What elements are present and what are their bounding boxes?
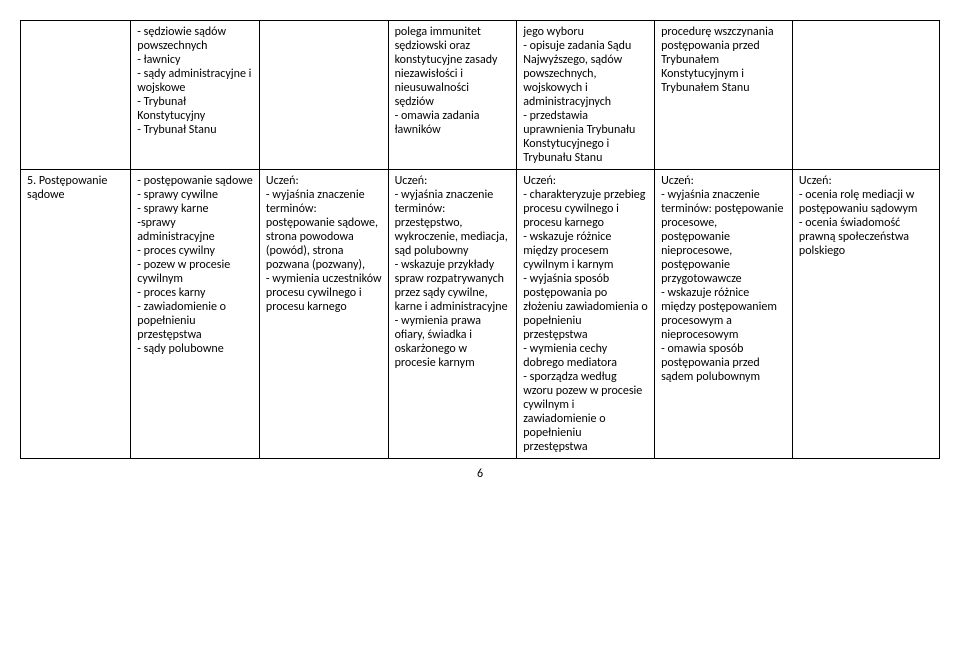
cell: - postępowanie sądowe - sprawy cywilne -… — [131, 170, 260, 459]
content-table: - sędziowie sądów powszechnych - ławnicy… — [20, 20, 940, 459]
cell — [21, 21, 131, 170]
page-number: 6 — [20, 467, 940, 481]
cell: Uczeń: - wyjaśnia znaczenie terminów: po… — [259, 170, 388, 459]
cell: jego wyboru - opisuje zadania Sądu Najwy… — [517, 21, 655, 170]
cell: Uczeń: - wyjaśnia znaczenie terminów: pr… — [388, 170, 517, 459]
table-row: - sędziowie sądów powszechnych - ławnicy… — [21, 21, 940, 170]
cell: - sędziowie sądów powszechnych - ławnicy… — [131, 21, 260, 170]
cell: procedurę wszczynania postępowania przed… — [655, 21, 793, 170]
cell: Uczeń: - charakteryzuje przebieg procesu… — [517, 170, 655, 459]
cell — [259, 21, 388, 170]
cell: 5. Postępowanie sądowe — [21, 170, 131, 459]
table-row: 5. Postępowanie sądowe - postępowanie są… — [21, 170, 940, 459]
cell: Uczeń: - ocenia rolę mediacji w postępow… — [792, 170, 939, 459]
cell: Uczeń: - wyjaśnia znaczenie terminów: po… — [655, 170, 793, 459]
cell: polega immunitet sędziowski oraz konstyt… — [388, 21, 517, 170]
cell — [792, 21, 939, 170]
